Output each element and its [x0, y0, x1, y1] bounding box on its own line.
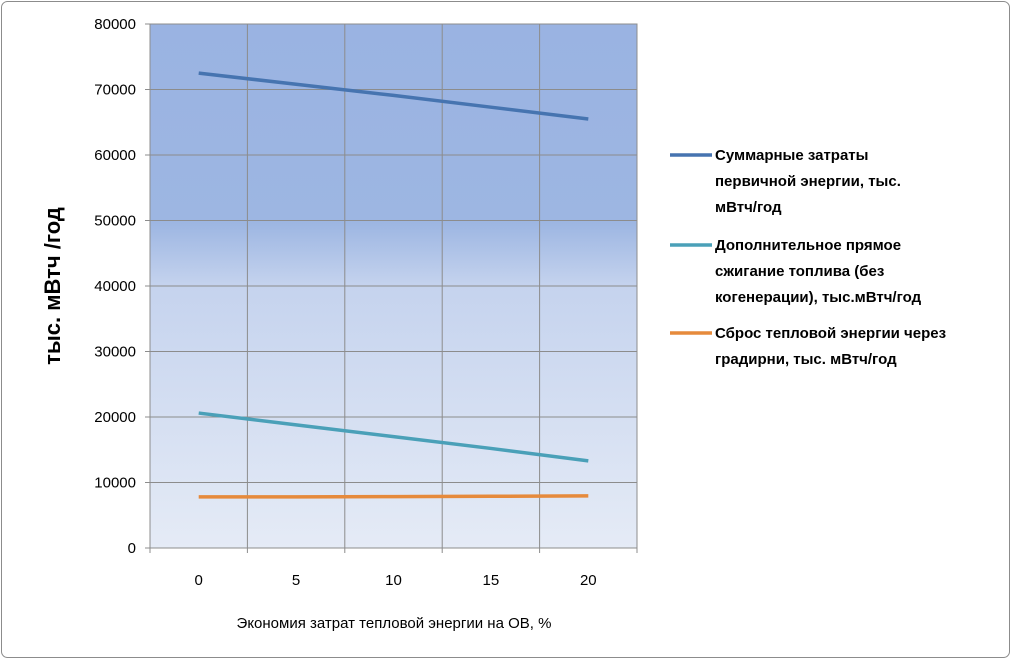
y-axis-label: тыс. мВтч /год — [40, 207, 65, 365]
y-tick-label: 80000 — [94, 16, 136, 33]
y-tick-label: 0 — [128, 540, 136, 557]
x-tick-label: 0 — [195, 572, 203, 589]
legend-label: Суммарные затраты — [715, 147, 868, 164]
y-tick-label: 20000 — [94, 409, 136, 426]
legend-label: Дополнительное прямое — [715, 237, 901, 254]
legend-label: градирни, тыс. мВтч/год — [715, 351, 897, 368]
legend-label: сжигание топлива (без — [715, 263, 884, 280]
x-tick-label: 20 — [580, 572, 597, 589]
x-axis-label: Экономия затрат тепловой энергии на ОВ, … — [237, 615, 552, 632]
legend-label: первичной энергии, тыс. — [715, 173, 901, 190]
y-tick-label: 50000 — [94, 213, 136, 230]
legend-label: мВтч/год — [715, 199, 782, 216]
plot-border — [149, 23, 638, 549]
series-line-2 — [198, 494, 589, 499]
y-tick-label: 30000 — [94, 344, 136, 361]
x-tick-label: 5 — [292, 572, 300, 589]
y-tick-label: 70000 — [94, 82, 136, 99]
legend-label: когенерации), тыс.мВтч/год — [715, 289, 922, 306]
legend-label: Сброс тепловой энергии через — [715, 325, 946, 342]
legend: Суммарные затраты первичной энергии, тыс.… — [670, 147, 946, 368]
x-tick-label: 15 — [483, 572, 500, 589]
x-tick-label: 10 — [385, 572, 402, 589]
y-tick-label: 60000 — [94, 147, 136, 164]
y-tick-label: 10000 — [94, 475, 136, 492]
y-tick-label: 40000 — [94, 278, 136, 295]
